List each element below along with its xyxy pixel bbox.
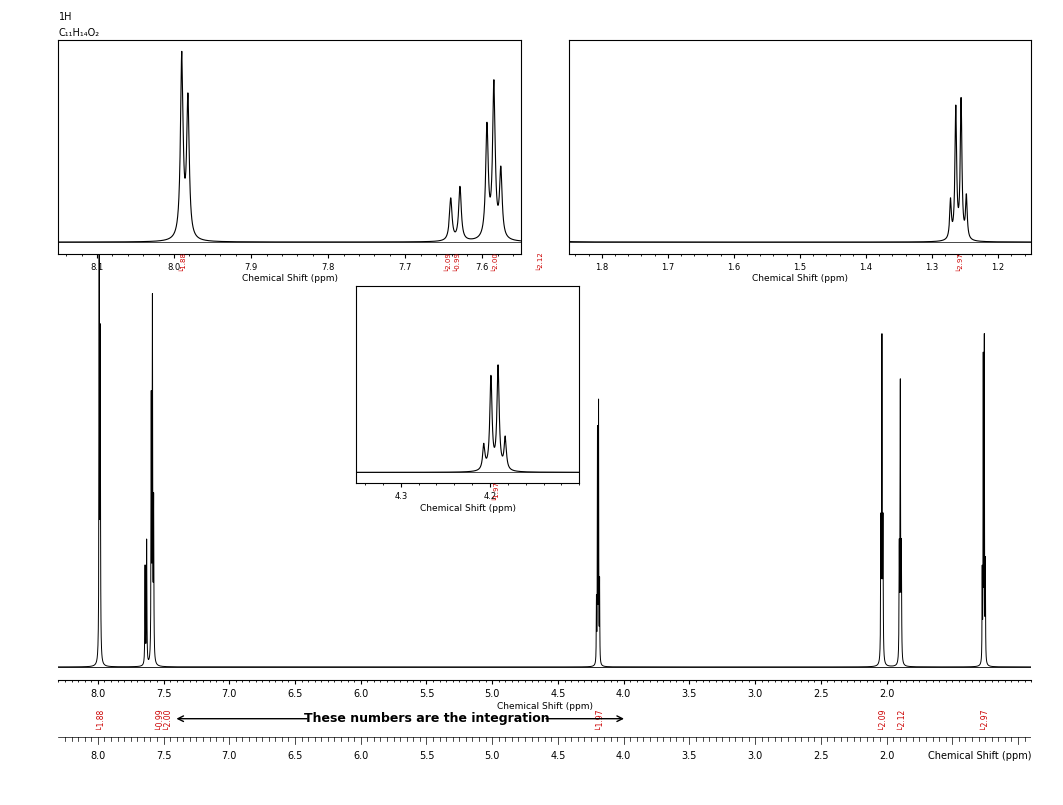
Text: 2.0: 2.0 [879, 751, 894, 762]
Text: 1H: 1H [58, 12, 72, 22]
X-axis label: Chemical Shift (ppm): Chemical Shift (ppm) [241, 275, 338, 283]
Text: └2.09: └2.09 [877, 708, 887, 729]
Text: Chemical Shift (ppm): Chemical Shift (ppm) [928, 751, 1031, 762]
Text: 6.5: 6.5 [287, 751, 303, 762]
Text: └2.12: └2.12 [536, 250, 542, 270]
Text: └2.09: └2.09 [443, 250, 450, 270]
Text: └0.99: └0.99 [452, 250, 458, 270]
Text: 6.0: 6.0 [353, 751, 369, 762]
Text: C₁₁H₁₄O₂: C₁₁H₁₄O₂ [58, 28, 100, 38]
X-axis label: Chemical Shift (ppm): Chemical Shift (ppm) [496, 702, 593, 711]
X-axis label: Chemical Shift (ppm): Chemical Shift (ppm) [420, 504, 516, 513]
X-axis label: Chemical Shift (ppm): Chemical Shift (ppm) [752, 275, 848, 283]
Text: 2.5: 2.5 [813, 751, 828, 762]
Text: These numbers are the integration: These numbers are the integration [304, 712, 550, 725]
Text: 5.5: 5.5 [419, 751, 435, 762]
Text: └2.97: └2.97 [979, 708, 989, 729]
Text: └2.12: └2.12 [896, 708, 905, 729]
Text: 4.5: 4.5 [551, 751, 566, 762]
Text: 7.0: 7.0 [222, 751, 237, 762]
Text: └1.88: └1.88 [179, 250, 185, 270]
Text: └2.97: └2.97 [956, 250, 962, 270]
Text: 4.0: 4.0 [617, 751, 631, 762]
Text: 7.5: 7.5 [156, 751, 171, 762]
Text: └0.99: └0.99 [154, 708, 163, 729]
Text: 3.0: 3.0 [747, 751, 763, 762]
Text: └2.00: └2.00 [162, 708, 171, 729]
Text: 8.0: 8.0 [90, 751, 105, 762]
Text: 3.5: 3.5 [681, 751, 697, 762]
Text: └2.00: └2.00 [491, 250, 497, 270]
Text: └1.88: └1.88 [95, 708, 104, 729]
Text: └1.97: └1.97 [593, 708, 603, 729]
Text: 5.0: 5.0 [485, 751, 500, 762]
Text: └1.97: └1.97 [491, 481, 497, 501]
